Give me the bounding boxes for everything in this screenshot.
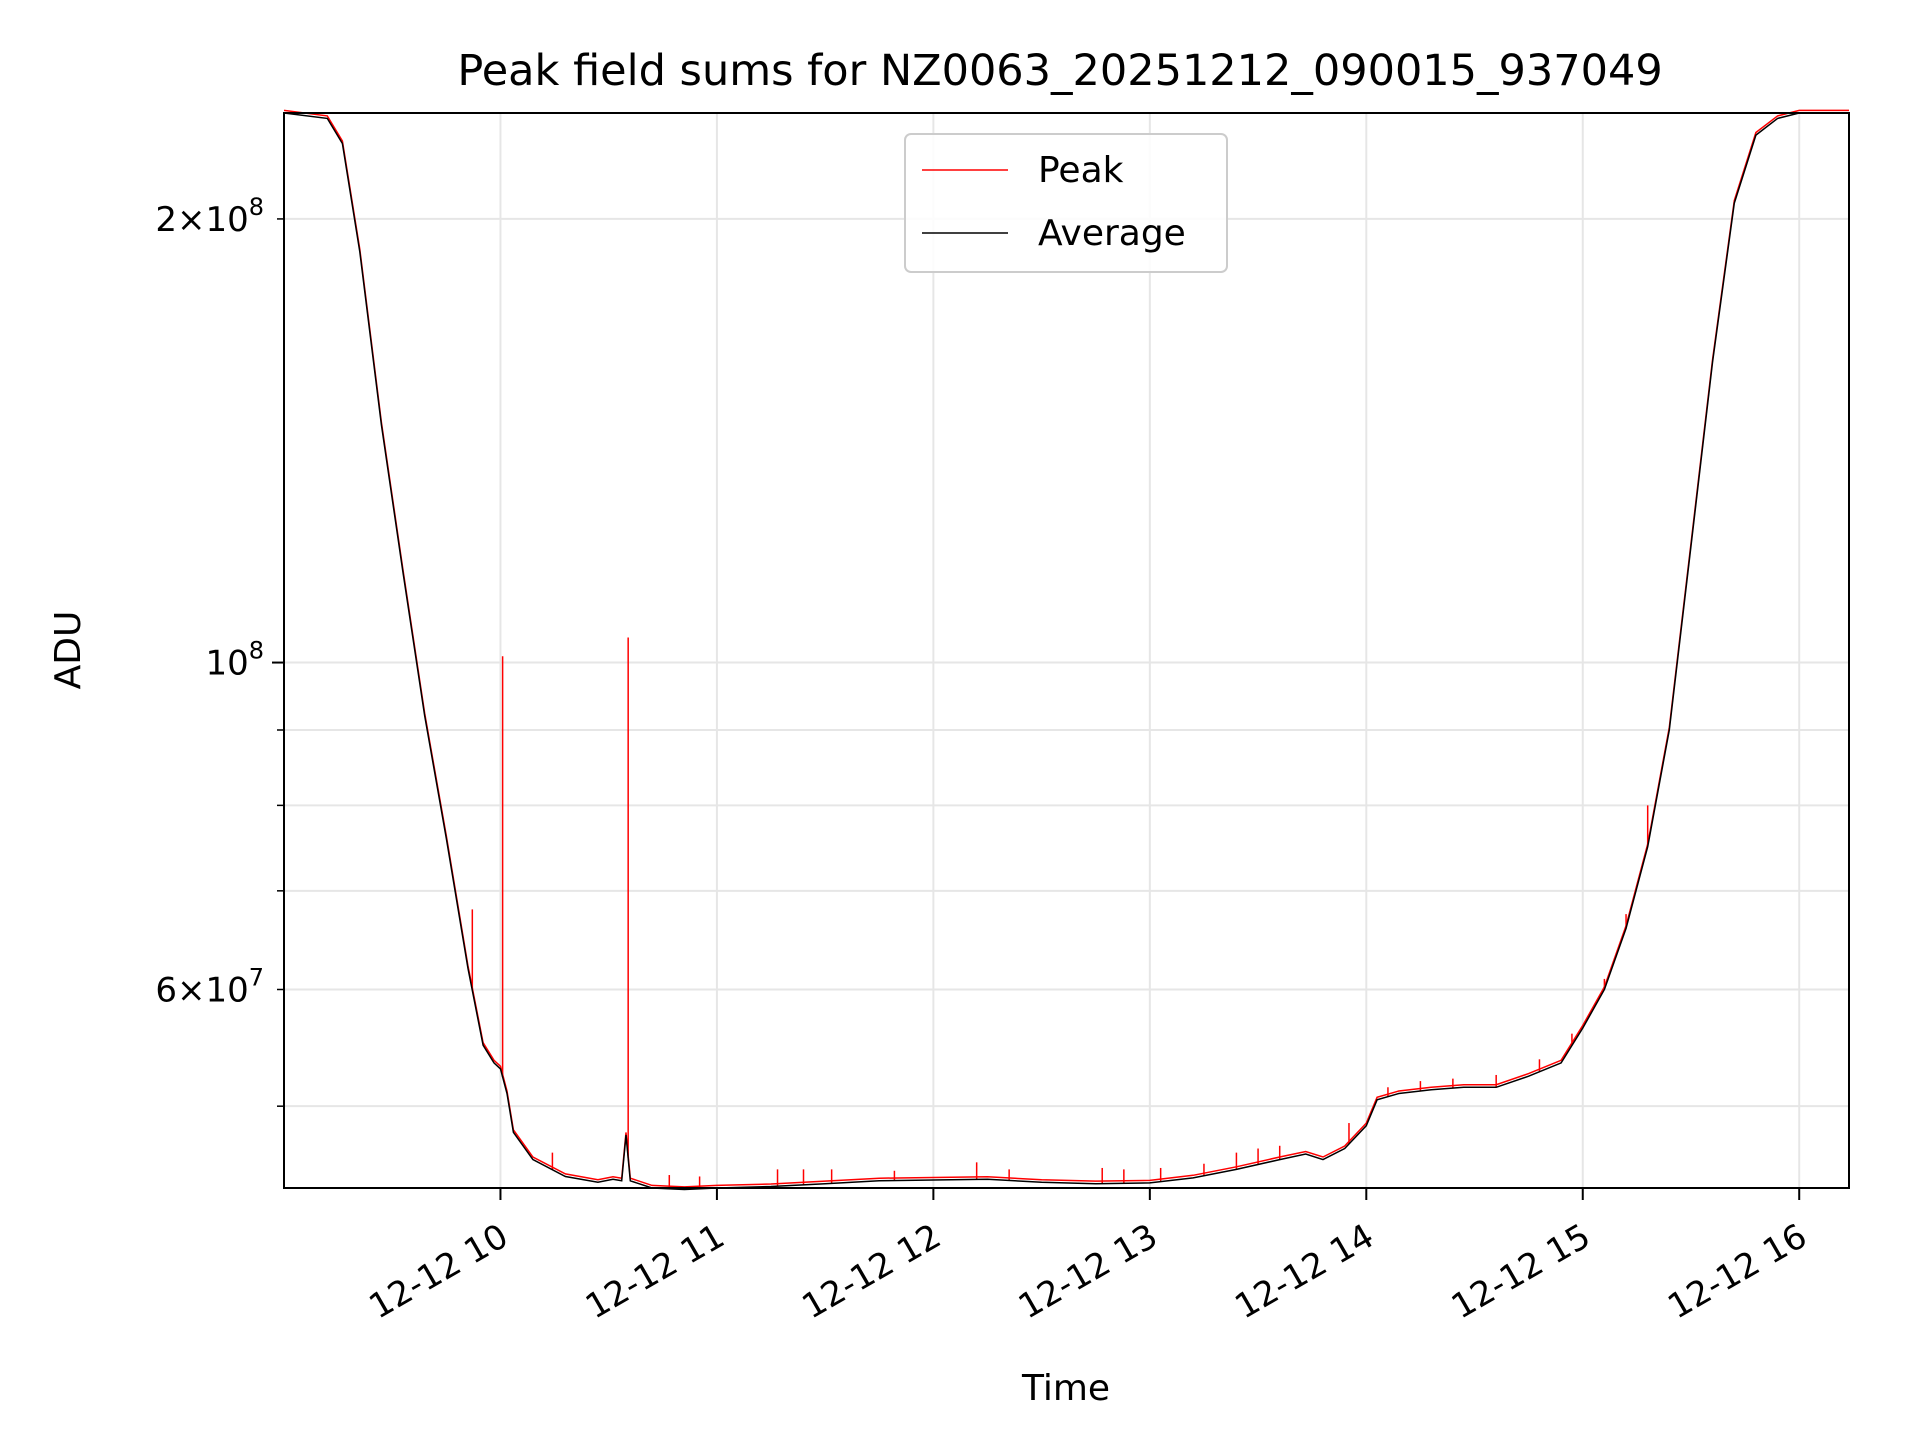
x-axis-ticks: 12-12 10 12-12 11 12-12 12 12-12 13 12-12 14… <box>363 1188 1814 1327</box>
y-tick-label: 6×107 <box>155 963 264 1010</box>
plot-frame <box>283 112 1850 1189</box>
y-tick-label: 2×108 <box>155 193 264 240</box>
y-axis-ticks: 108 2×108 6×107 <box>155 193 284 1107</box>
y-axis-label: ADU <box>48 611 89 690</box>
average-series-line <box>283 112 1849 1191</box>
legend-box <box>904 133 1228 273</box>
x-axis-label: Time <box>1021 1368 1110 1409</box>
x-tick-label: 12-12 11 <box>579 1216 731 1327</box>
legend: Peak Average <box>904 133 1228 273</box>
grid-lines <box>284 113 1849 1188</box>
series-layer <box>283 109 1849 1191</box>
x-tick-label: 12-12 16 <box>1661 1216 1813 1327</box>
x-tick-label: 12-12 12 <box>795 1216 947 1327</box>
x-tick-label: 12-12 13 <box>1012 1216 1164 1327</box>
legend-label-peak: Peak <box>1038 150 1124 191</box>
x-tick-label: 12-12 14 <box>1228 1216 1380 1327</box>
y-tick-label: 108 <box>205 637 264 684</box>
peak-series-line <box>283 109 1849 1188</box>
legend-label-average: Average <box>1038 213 1186 254</box>
chart-title: Peak field sums for NZ0063_20251212_0900… <box>457 46 1662 96</box>
x-tick-label: 12-12 10 <box>363 1216 515 1327</box>
x-tick-label: 12-12 15 <box>1445 1216 1597 1327</box>
